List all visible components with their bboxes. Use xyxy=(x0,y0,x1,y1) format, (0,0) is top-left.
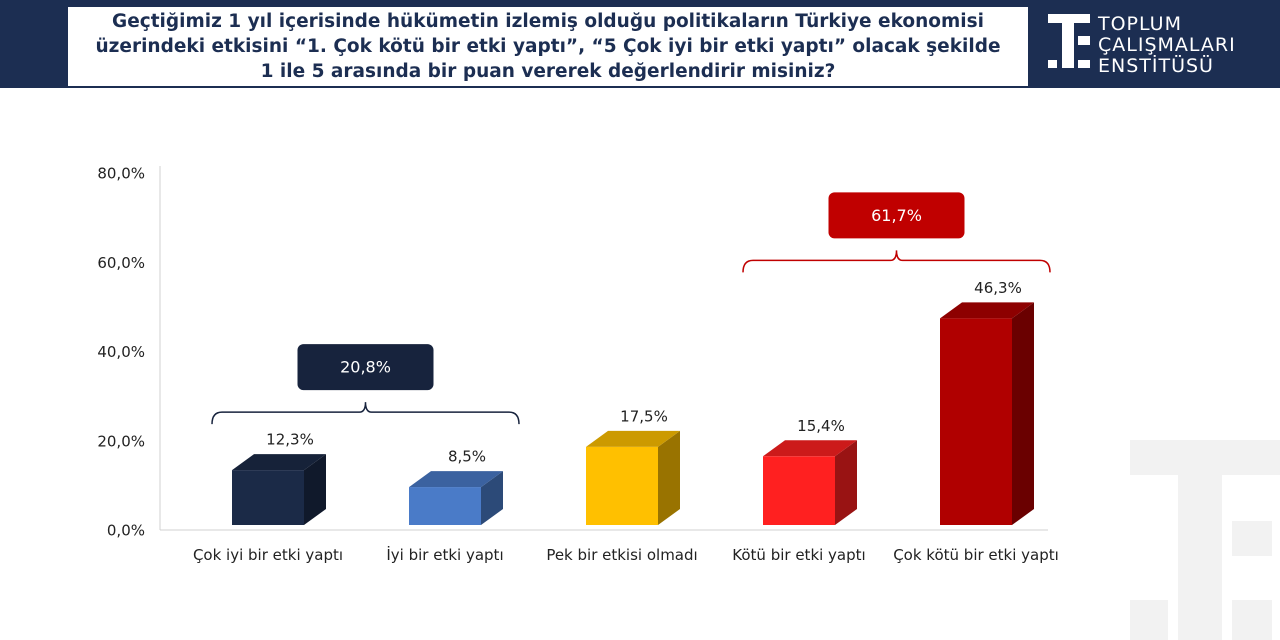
value-label: 15,4% xyxy=(797,417,845,435)
logo-mark xyxy=(1048,14,1090,68)
watermark xyxy=(1130,440,1280,640)
group-bracket xyxy=(211,402,520,425)
bar-side xyxy=(1012,302,1034,525)
group-total-label: 20,8% xyxy=(340,358,391,377)
bar-top xyxy=(409,471,503,488)
x-tick-label: Kötü bir etki yaptı xyxy=(732,546,866,564)
bar xyxy=(232,470,304,525)
header: Geçtiğimiz 1 yıl içerisinde hükümetin iz… xyxy=(0,0,1280,88)
chart: 0,0% 20,0% 40,0% 60,0% 80,0% 12,3% 8,5% 17,5% 15… xyxy=(97,165,1280,640)
bar-side xyxy=(304,454,326,525)
y-tick-label: 40,0% xyxy=(97,343,145,361)
bar-side xyxy=(658,430,680,525)
x-tick-label: İyi bir etki yaptı xyxy=(386,546,504,564)
bar-side xyxy=(835,440,857,525)
bar-top xyxy=(940,302,1034,319)
bar-side xyxy=(481,471,503,525)
x-tick-label: Pek bir etkisi olmadı xyxy=(546,546,698,564)
logo-line: TOPLUM xyxy=(1098,13,1182,35)
x-tick-label: Çok kötü bir etki yaptı xyxy=(893,546,1059,564)
bar xyxy=(940,318,1012,525)
bar xyxy=(763,456,835,525)
bar-top xyxy=(763,440,857,457)
group-bracket xyxy=(742,250,1051,273)
logo-text: TOPLUM ÇALIŞMALARI ENSTİTÜSÜ xyxy=(1098,14,1236,77)
group-total-box xyxy=(828,192,965,239)
bar xyxy=(586,446,658,525)
title: Geçtiğimiz 1 yıl içerisinde hükümetin iz… xyxy=(68,7,1028,86)
logo-line: ÇALIŞMALARI xyxy=(1098,34,1236,56)
value-label: 17,5% xyxy=(620,407,668,425)
group-total-label: 61,7% xyxy=(871,206,922,225)
value-label: 8,5% xyxy=(448,448,486,466)
bar-top xyxy=(586,430,680,447)
y-tick-label: 20,0% xyxy=(97,432,145,450)
value-label: 12,3% xyxy=(266,431,314,449)
x-tick-label: Çok iyi bir etki yaptı xyxy=(192,546,344,564)
y-tick-label: 0,0% xyxy=(107,522,145,540)
y-tick-label: 80,0% xyxy=(97,165,145,183)
group-total-box xyxy=(297,344,434,391)
bar xyxy=(409,487,481,525)
logo-line: ENSTİTÜSÜ xyxy=(1098,55,1214,77)
value-label: 46,3% xyxy=(974,279,1022,297)
y-tick-label: 60,0% xyxy=(97,254,145,272)
bar-top xyxy=(232,454,326,471)
